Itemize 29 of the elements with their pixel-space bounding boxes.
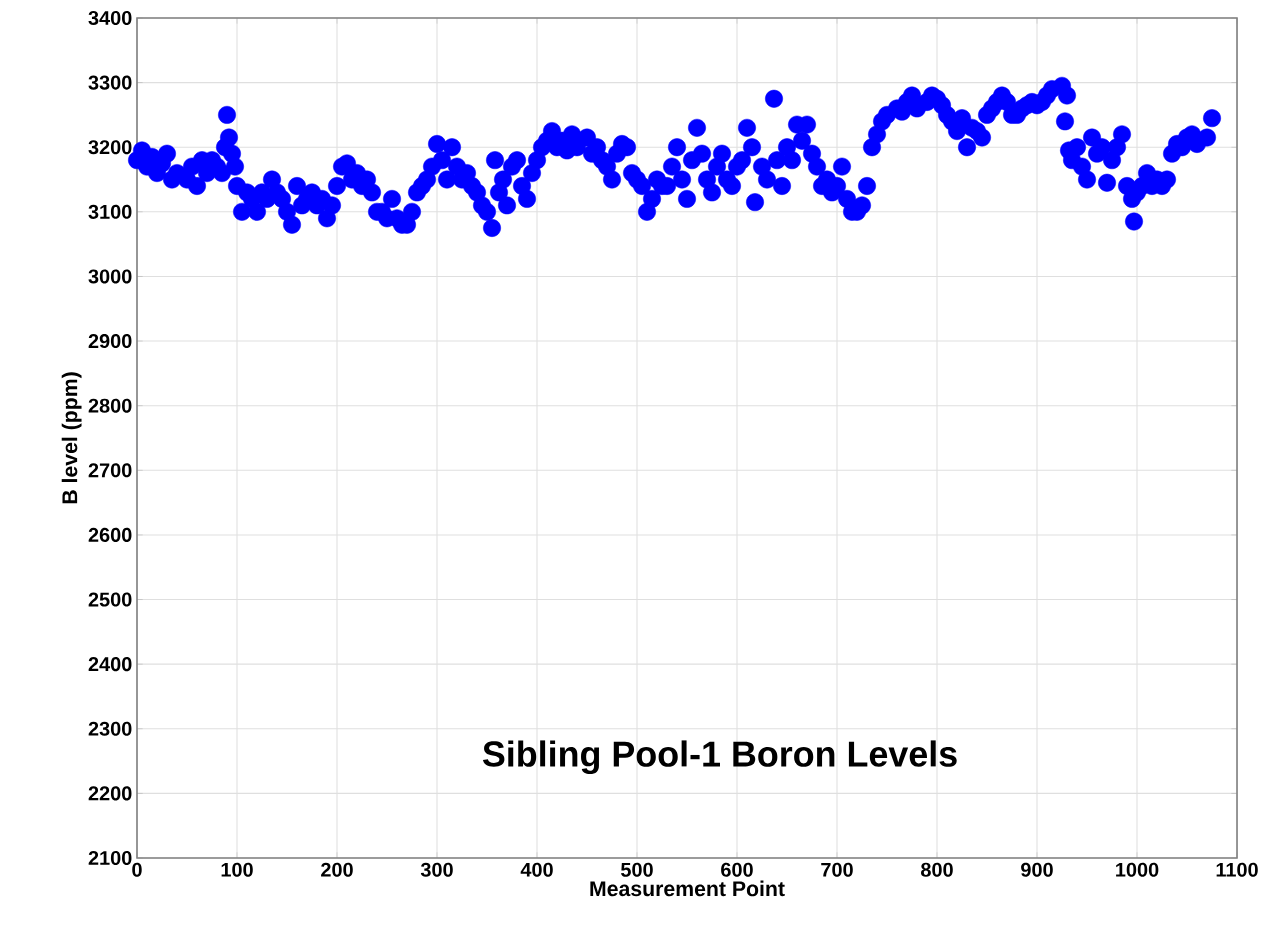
- x-tick-label: 200: [321, 862, 353, 877]
- y-axis-title: B level (ppm): [61, 372, 82, 504]
- x-tick-label: 300: [420, 862, 453, 877]
- text: Sibling Pool-1 Boron Levels: [482, 740, 957, 774]
- y-tick-label: 2100: [88, 850, 132, 866]
- y-tick-label: 2400: [88, 657, 132, 672]
- x-tick-label: 400: [520, 862, 553, 877]
- x-tick-label: 1100: [1216, 862, 1258, 877]
- x-tick-label: 800: [921, 862, 953, 877]
- x-tick-label: 900: [1021, 862, 1053, 877]
- y-tick-label: 2700: [88, 463, 132, 478]
- y-tick-label: 3100: [88, 204, 132, 219]
- x-axis-title: Measurement Point: [590, 880, 785, 897]
- y-tick-label: 2600: [88, 527, 132, 542]
- x-tick-label: 100: [221, 862, 253, 877]
- y-tick-label: 2800: [88, 398, 132, 413]
- x-tick-label: 500: [620, 862, 653, 877]
- y-tick-label: 2200: [88, 786, 132, 801]
- y-tick-label: 3400: [88, 10, 132, 26]
- y-tick-label: 3300: [88, 75, 132, 90]
- y-tick-label: 2300: [88, 721, 132, 736]
- x-tick-label: 600: [721, 862, 753, 877]
- x-tick-label: 0: [132, 862, 142, 877]
- x-tick-label: 1000: [1116, 862, 1159, 877]
- x-tick-label: 700: [821, 862, 853, 877]
- y-tick-label: 2500: [88, 592, 132, 607]
- y-tick-label: 2900: [88, 334, 132, 349]
- y-tick-label: 3200: [88, 140, 132, 155]
- y-tick-label: 3000: [88, 269, 132, 284]
